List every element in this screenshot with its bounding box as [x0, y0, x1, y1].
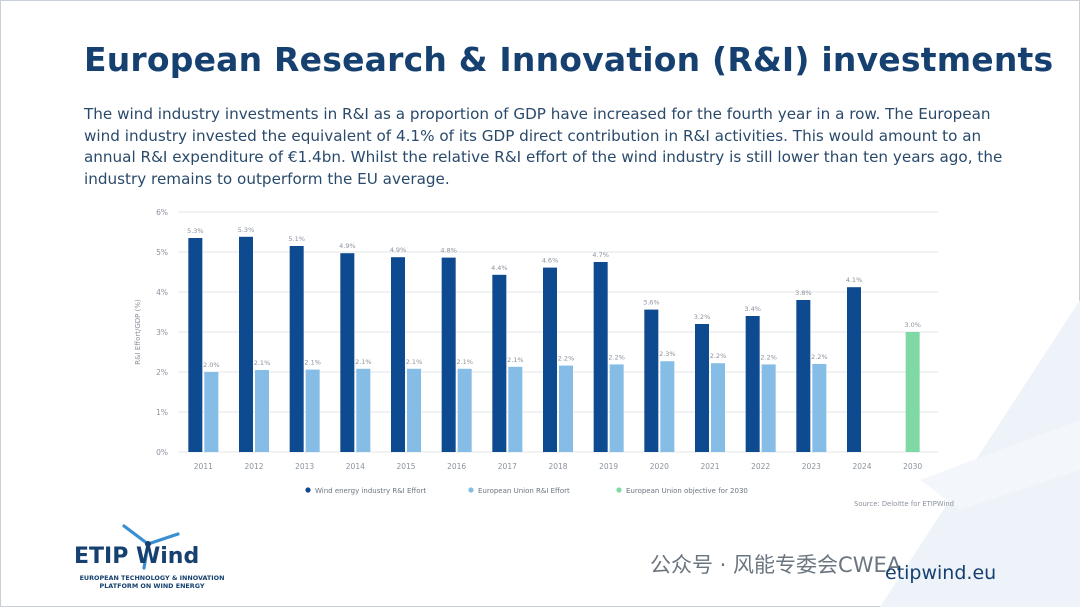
wind-industry-value-label: 5.3% [187, 227, 204, 235]
wechat-account-label: 公众号 · 风能专委会CWEA [650, 553, 902, 577]
wind-industry-bar [188, 238, 203, 452]
x-tick-label: 2015 [396, 462, 415, 471]
y-tick-label: 4% [156, 288, 168, 297]
wind-industry-value-label: 3.4% [744, 305, 761, 313]
eu-objective-value-label: 3.0% [904, 321, 921, 329]
legend-marker [305, 487, 311, 493]
legend-marker [468, 487, 474, 493]
eu-average-bar [356, 368, 371, 452]
wind-industry-value-label: 3.2% [694, 313, 711, 321]
wind-industry-value-label: 4.1% [846, 276, 863, 284]
eu-average-value-label: 2.2% [710, 352, 727, 360]
y-tick-label: 5% [156, 248, 168, 257]
x-tick-label: 2024 [852, 462, 871, 471]
legend-label: Wind energy industry R&I Effort [315, 487, 426, 495]
y-tick-label: 1% [156, 408, 168, 417]
wind-industry-value-label: 4.9% [339, 242, 356, 250]
source-note: Source: Deloitte for ETIPWind [854, 500, 954, 508]
wind-industry-value-label: 4.9% [390, 246, 407, 254]
wind-industry-bar [340, 253, 355, 452]
eu-average-bar [711, 363, 725, 452]
wind-industry-bar [289, 246, 304, 452]
wind-industry-bar [644, 309, 659, 452]
eu-average-value-label: 2.2% [608, 353, 625, 361]
wind-industry-bar [543, 267, 557, 452]
x-tick-label: 2018 [548, 462, 567, 471]
legend-label: European Union R&I Effort [478, 487, 570, 495]
wind-industry-bar [796, 300, 811, 452]
y-tick-label: 0% [156, 448, 168, 457]
eu-average-bar [204, 372, 219, 452]
wind-industry-value-label: 4.6% [542, 257, 559, 265]
eu-average-value-label: 2.1% [507, 356, 524, 364]
eu-average-value-label: 2.2% [811, 353, 828, 361]
wind-industry-bar [593, 262, 608, 452]
x-tick-label: 2022 [751, 462, 770, 471]
x-tick-label: 2011 [194, 462, 213, 471]
wind-industry-bar [441, 257, 456, 452]
eu-average-value-label: 2.1% [456, 358, 473, 366]
wind-industry-bar [239, 236, 253, 452]
x-tick-label: 2019 [599, 462, 618, 471]
logo-name: ETIP Wind [74, 544, 200, 569]
x-tick-label: 2014 [346, 462, 365, 471]
eu-average-bar [305, 369, 320, 452]
x-tick-label: 2020 [650, 462, 669, 471]
wind-industry-bar [695, 324, 709, 452]
eu-objective-bar [905, 332, 920, 452]
eu-average-value-label: 2.3% [659, 350, 676, 358]
logo-subtitle: EUROPEAN TECHNOLOGY & INNOVATION PLATFOR… [79, 574, 225, 590]
eu-average-bar [660, 361, 675, 452]
wind-industry-value-label: 3.8% [795, 289, 812, 297]
x-tick-label: 2023 [802, 462, 821, 471]
wind-industry-bar [492, 274, 507, 452]
website-url: etipwind.eu [885, 562, 997, 584]
eu-average-value-label: 2.1% [304, 359, 321, 367]
wind-industry-value-label: 5.1% [288, 235, 305, 243]
wind-industry-value-label: 4.8% [440, 247, 457, 255]
eu-average-value-label: 2.1% [406, 358, 423, 366]
wind-industry-bar [391, 257, 405, 452]
eu-average-bar [812, 364, 827, 452]
x-tick-label: 2017 [498, 462, 517, 471]
y-tick-label: 6% [156, 208, 168, 217]
wind-industry-value-label: 4.4% [491, 264, 508, 272]
eu-average-bar [407, 368, 421, 452]
x-tick-label: 2012 [244, 462, 263, 471]
eu-average-value-label: 2.0% [203, 361, 220, 369]
x-tick-label: 2013 [295, 462, 314, 471]
intro-paragraph: The wind industry investments in R&I as … [84, 105, 1003, 188]
wind-industry-value-label: 4.7% [592, 251, 609, 259]
x-tick-label: 2021 [700, 462, 719, 471]
x-tick-label: 2016 [447, 462, 466, 471]
slide-title: European Research & Innovation (R&I) inv… [84, 40, 1054, 79]
legend-label: European Union objective for 2030 [626, 487, 748, 495]
y-tick-label: 2% [156, 368, 168, 377]
x-tick-label: 2030 [903, 462, 922, 471]
eu-average-bar [255, 370, 269, 452]
eu-average-bar [761, 364, 776, 452]
eu-average-bar [457, 368, 472, 452]
eu-average-value-label: 2.2% [558, 355, 575, 363]
eu-average-bar [609, 364, 624, 452]
etip-wind-logo [122, 524, 180, 570]
eu-average-value-label: 2.2% [760, 353, 777, 361]
y-axis-label: R&I Effort/GDP (%) [134, 299, 142, 365]
y-tick-label: 3% [156, 328, 168, 337]
wind-industry-value-label: 3.6% [643, 299, 660, 307]
wind-industry-bar [847, 287, 861, 452]
eu-average-bar [508, 366, 523, 452]
eu-average-value-label: 2.1% [254, 359, 271, 367]
legend-marker [616, 487, 622, 493]
eu-average-value-label: 2.1% [355, 358, 372, 366]
eu-average-bar [559, 365, 573, 452]
wind-industry-bar [745, 316, 760, 452]
wind-industry-value-label: 5.3% [238, 226, 255, 234]
